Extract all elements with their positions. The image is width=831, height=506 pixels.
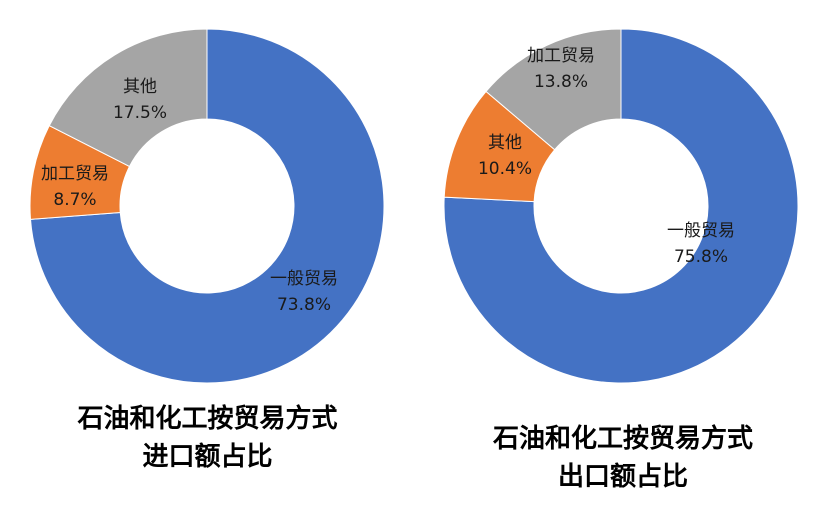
export-slice-label-1: 其他 bbox=[488, 133, 522, 153]
export-slice-value-0: 75.8% bbox=[674, 247, 728, 267]
import-slice-value-0: 73.8% bbox=[277, 295, 331, 315]
export-share-chart: 一般贸易 75.8% 其他 10.4% 加工贸易 13.8% 石油和化工按贸易方式 出口额… bbox=[415, 0, 831, 506]
export-chart-title-line-1: 石油和化工按贸易方式 bbox=[492, 424, 753, 454]
export-slice-label-0: 一般贸易 bbox=[667, 221, 735, 241]
import-slice-value-1: 8.7% bbox=[53, 190, 96, 210]
export-slice-value-2: 13.8% bbox=[534, 72, 588, 92]
export-slice-2 bbox=[485, 28, 622, 151]
export-slice-value-1: 10.4% bbox=[478, 159, 532, 179]
export-chart-title-line-2: 出口额占比 bbox=[557, 462, 688, 492]
import-donut-chart: 一般贸易 73.8% 加工贸易 8.7% 其他 17.5% bbox=[29, 28, 385, 384]
import-slice-label-2: 其他 bbox=[123, 77, 157, 97]
import-chart-title-line-2: 进口额占比 bbox=[142, 442, 273, 472]
export-slice-0 bbox=[443, 28, 799, 384]
export-slice-label-2: 加工贸易 bbox=[527, 46, 595, 66]
import-slice-label-1: 加工贸易 bbox=[41, 164, 109, 184]
export-donut-chart: 一般贸易 75.8% 其他 10.4% 加工贸易 13.8% bbox=[443, 28, 799, 384]
export-chart-title: 石油和化工按贸易方式 出口额占比 bbox=[415, 420, 831, 496]
import-share-chart: 一般贸易 73.8% 加工贸易 8.7% 其他 17.5% 石油和化工按贸易方式 进口额占… bbox=[0, 0, 415, 506]
import-slice-2 bbox=[48, 28, 208, 168]
import-chart-title: 石油和化工按贸易方式 进口额占比 bbox=[0, 400, 415, 476]
import-chart-title-line-1: 石油和化工按贸易方式 bbox=[77, 404, 338, 434]
import-slice-value-2: 17.5% bbox=[113, 103, 167, 123]
import-slice-label-0: 一般贸易 bbox=[270, 269, 338, 289]
import-slice-0 bbox=[29, 28, 385, 384]
